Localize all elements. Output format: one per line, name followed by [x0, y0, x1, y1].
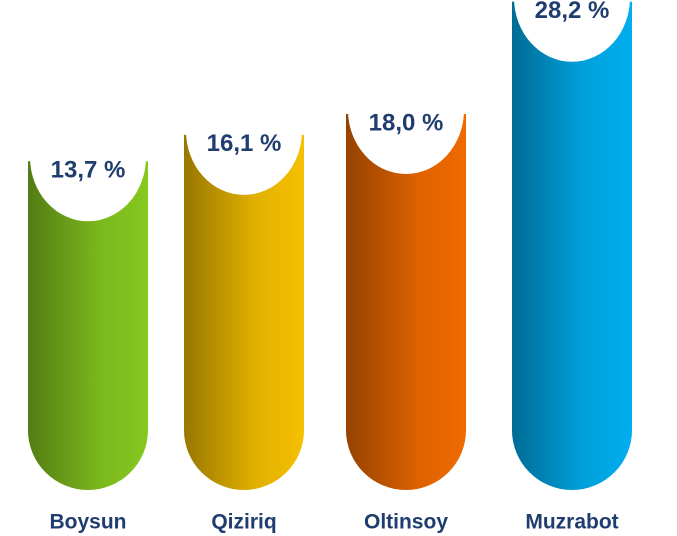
label-cutout: [348, 46, 464, 174]
x-tick-label: Muzrabot: [525, 511, 618, 534]
bar-shade: [28, 161, 148, 491]
bar-shade: [184, 134, 304, 490]
x-tick-label: Oltinsoy: [364, 511, 448, 534]
value-label: 16,1 %: [207, 130, 282, 157]
label-cutout: [514, 0, 630, 62]
bar-shade: [512, 1, 632, 491]
value-label: 13,7 %: [51, 157, 126, 184]
x-tick-label: Boysun: [49, 511, 126, 534]
bar-shade: [346, 114, 466, 490]
label-cutout: [30, 93, 146, 222]
value-label: 28,2 %: [535, 0, 610, 24]
x-tick-label: Qiziriq: [211, 511, 276, 534]
label-cutout: [186, 66, 302, 195]
value-label: 18,0 %: [369, 109, 444, 136]
